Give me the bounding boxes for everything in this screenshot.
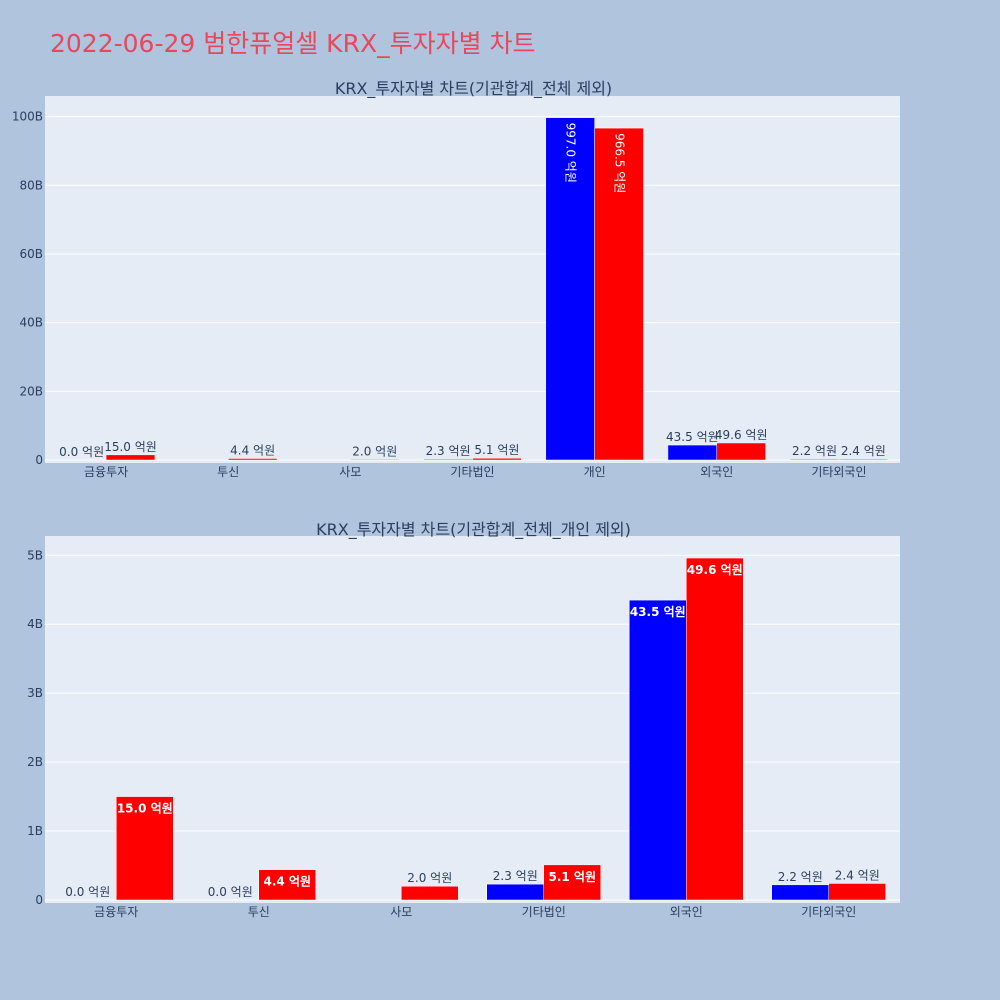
bar-value-label: 4.4 억원 (230, 443, 275, 457)
y-tick-label: 2B (27, 755, 43, 769)
bar (716, 442, 766, 461)
chart-title: KRX_투자자별 차트(기관합계_전체_개인 제외) (316, 520, 631, 540)
bar-value-label: 2.0 억원 (407, 871, 452, 885)
bar (789, 458, 840, 461)
bar (629, 599, 687, 901)
x-tick-label: 개인 (584, 465, 606, 479)
x-tick-label: 금융투자 (84, 465, 128, 479)
bar-value-label: 2.3 억원 (426, 444, 471, 458)
chart-investor-all: KRX_투자자별 차트(기관합계_전체 제외) 0 20B 40B 60B 80B 100B… (12, 79, 900, 479)
x-tick-label: 기타외국인 (801, 905, 856, 919)
bar (258, 869, 316, 901)
bar-value-label: 2.2 억원 (792, 444, 837, 458)
bar (401, 885, 459, 901)
bar (828, 883, 886, 901)
bar-value-label: 0.0 억원 (65, 885, 110, 899)
bar-value-label: 49.6 억원 (687, 563, 743, 577)
x-tick-label: 금융투자 (94, 905, 138, 919)
bar (838, 458, 889, 461)
y-tick-label: 100B (12, 110, 43, 124)
y-tick-label: 0 (35, 453, 43, 467)
bar-value-label: 966.5 억원 (613, 133, 627, 193)
chart-title: KRX_투자자별 차트(기관합계_전체 제외) (335, 79, 612, 99)
plot-area (45, 536, 900, 903)
y-tick-label: 60B (19, 247, 43, 261)
bar-value-label: 2.2 억원 (778, 870, 823, 884)
bar-value-label: 2.4 억원 (835, 868, 880, 882)
bar (105, 454, 156, 461)
bar (227, 458, 278, 461)
x-tick-label: 기타법인 (450, 465, 494, 479)
y-tick-label: 4B (27, 617, 43, 631)
bar-value-label: 2.0 억원 (352, 444, 397, 458)
bar (472, 457, 522, 461)
x-tick-label: 기타법인 (522, 905, 566, 919)
y-tick-label: 20B (19, 384, 43, 398)
bar-value-label: 2.3 억원 (493, 869, 538, 883)
x-tick-label: 기타외국인 (811, 465, 866, 479)
bar-value-label: 2.4 억원 (841, 444, 886, 458)
bar-value-label: 997.0 억원 (564, 123, 578, 183)
bar (423, 458, 473, 461)
y-tick-label: 40B (19, 316, 43, 330)
y-tick-label: 80B (19, 178, 43, 192)
bar (543, 864, 601, 901)
y-tick-label: 0 (35, 893, 43, 907)
bar-value-label: 0.0 억원 (59, 445, 104, 459)
bar (350, 459, 400, 461)
bar-value-label: 15.0 억원 (117, 802, 173, 816)
chart-investor-excl-individual: KRX_투자자별 차트(기관합계_전체_개인 제외) 0 1B 2B 3B 4B 5B 금융투… (27, 520, 900, 919)
plot-area (45, 96, 900, 463)
y-tick-label: 1B (27, 824, 43, 838)
bar-value-label: 4.4 억원 (263, 875, 311, 889)
bar (116, 796, 174, 901)
bar-value-label: 43.5 억원 (666, 430, 719, 444)
bar-value-label: 0.0 억원 (208, 885, 253, 899)
bar (686, 557, 744, 901)
bar-value-label: 43.5 억원 (630, 605, 686, 619)
x-tick-label: 외국인 (700, 465, 733, 479)
x-tick-label: 사모 (339, 465, 361, 479)
bar (667, 444, 718, 461)
x-tick-label: 투신 (248, 905, 270, 919)
bar-value-label: 5.1 억원 (548, 870, 596, 884)
bar-value-label: 15.0 억원 (104, 440, 157, 454)
x-tick-label: 외국인 (670, 905, 703, 919)
x-tick-label: 사모 (390, 905, 412, 919)
bar-value-label: 49.6 억원 (715, 428, 768, 442)
bar (771, 884, 829, 901)
x-tick-label: 투신 (217, 465, 239, 479)
page-title: 2022-06-29 범한퓨얼셀 KRX_투자자별 차트 (50, 29, 536, 58)
y-tick-label: 3B (27, 686, 43, 700)
bar (486, 883, 544, 901)
bar (594, 127, 644, 461)
y-tick-label: 5B (27, 548, 43, 562)
bar-value-label: 5.1 억원 (474, 443, 519, 457)
